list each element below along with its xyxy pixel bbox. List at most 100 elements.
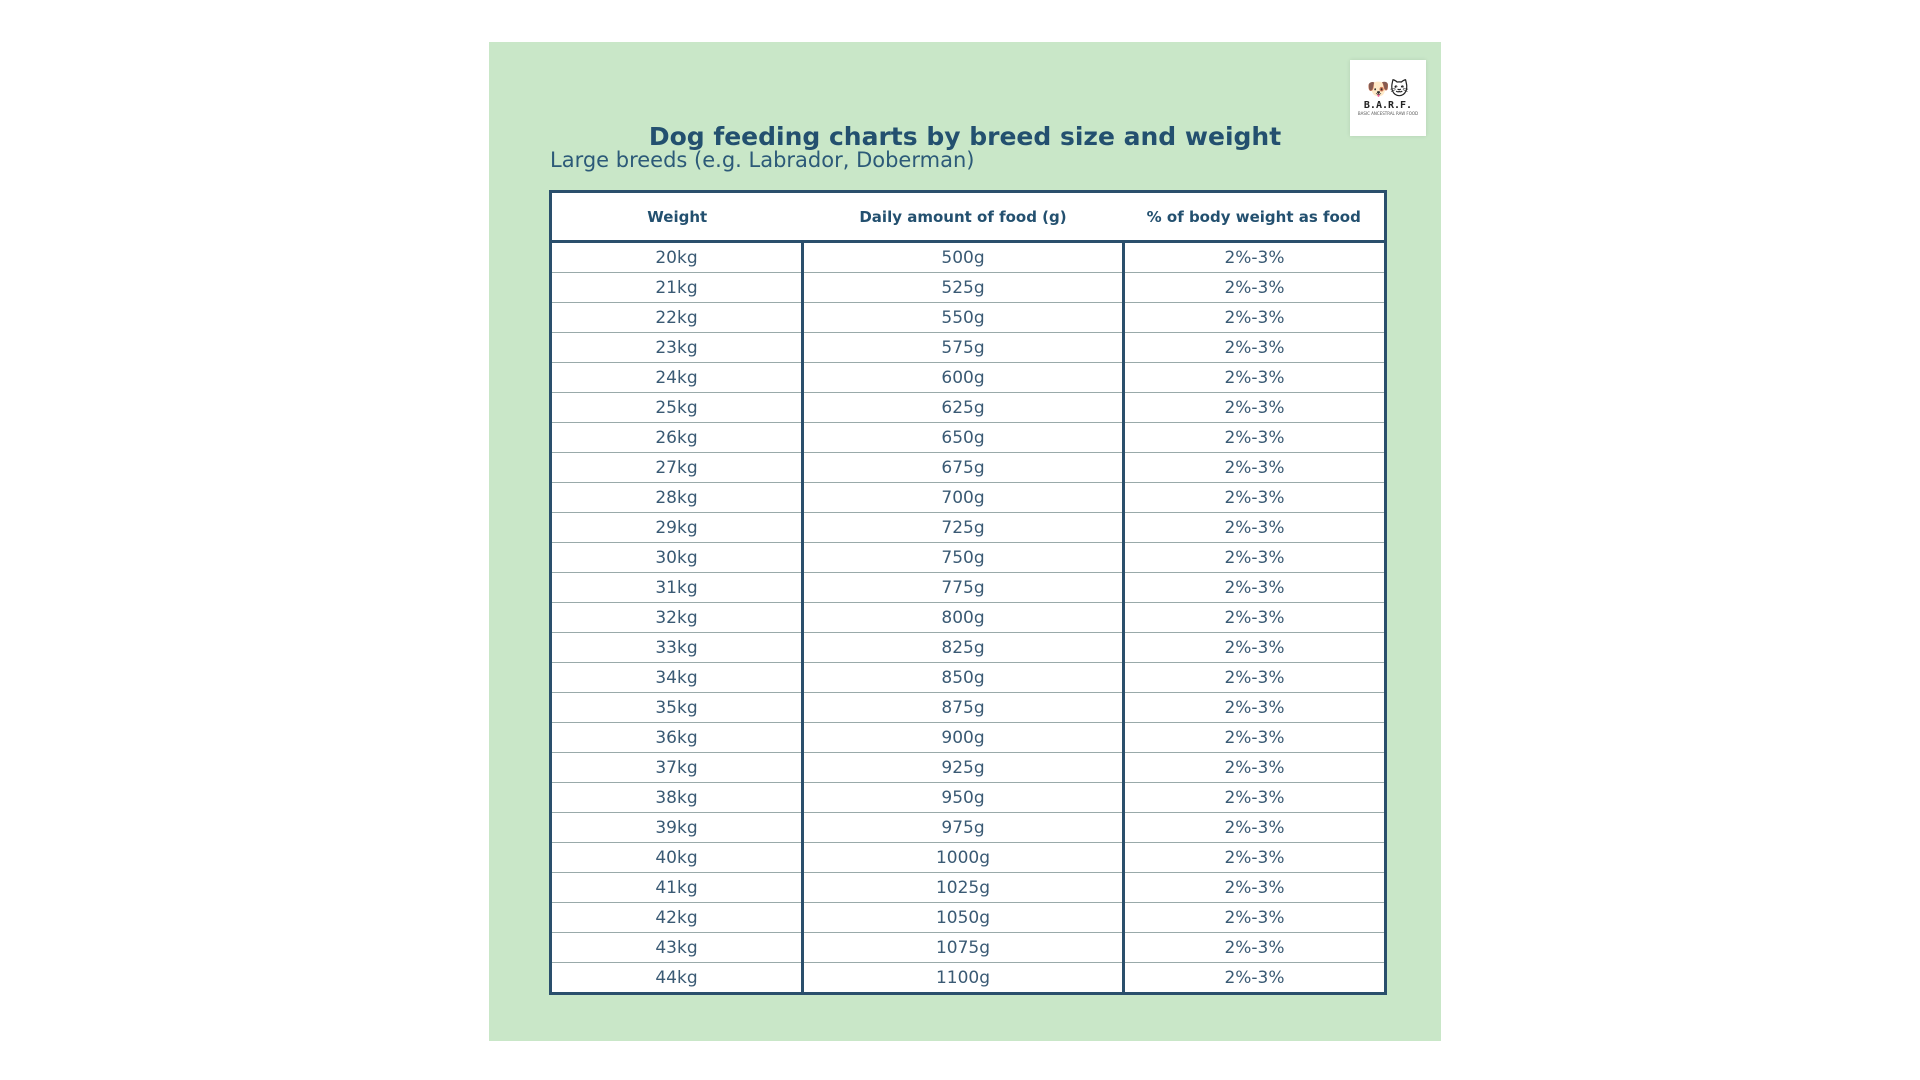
food-amount-cell: 975g [802,812,1125,843]
weight-cell: 24kg [550,362,804,393]
food-amount-cell: 875g [802,692,1125,723]
percent-cell: 2%-3% [1123,572,1386,603]
percent-cell: 2%-3% [1123,962,1386,994]
percent-cell: 2%-3% [1123,932,1386,963]
food-amount-cell: 750g [802,542,1125,573]
weight-cell: 40kg [550,842,804,873]
table-row: 43kg 1075g 2%-3% [550,932,1386,963]
table-row: 29kg 725g 2%-3% [550,512,1386,543]
table-row: 28kg 700g 2%-3% [550,482,1386,513]
food-amount-cell: 600g [802,362,1125,393]
food-amount-cell: 650g [802,422,1125,453]
food-amount-cell: 550g [802,302,1125,333]
table-row: 31kg 775g 2%-3% [550,572,1386,603]
dog-cat-logo-icon: 🐶🐱 [1367,79,1409,100]
percent-cell: 2%-3% [1123,902,1386,933]
percent-cell: 2%-3% [1123,302,1386,333]
food-amount-cell: 1075g [802,932,1125,963]
food-amount-cell: 1000g [802,842,1125,873]
section-subtitle: Large breeds (e.g. Labrador, Doberman) [550,148,975,172]
feeding-table: Weight Daily amount of food (g) % of bod… [549,190,1387,995]
food-amount-cell: 775g [802,572,1125,603]
food-amount-cell: 850g [802,662,1125,693]
table-row: 30kg 750g 2%-3% [550,542,1386,573]
feeding-chart-panel: Dog feeding charts by breed size and wei… [489,42,1441,1041]
table-row: 26kg 650g 2%-3% [550,422,1386,453]
table-row: 39kg 975g 2%-3% [550,812,1386,843]
weight-cell: 22kg [550,302,804,333]
food-amount-cell: 1025g [802,872,1125,903]
percent-cell: 2%-3% [1123,632,1386,663]
food-amount-cell: 500g [802,241,1125,273]
weight-cell: 34kg [550,662,804,693]
food-amount-cell: 725g [802,512,1125,543]
table-row: 36kg 900g 2%-3% [550,722,1386,753]
table-row: 33kg 825g 2%-3% [550,632,1386,663]
food-amount-cell: 575g [802,332,1125,363]
table-row: 41kg 1025g 2%-3% [550,872,1386,903]
table-row: 42kg 1050g 2%-3% [550,902,1386,933]
barf-logo: 🐶🐱 B.A.R.F. BASIC ANCESTRAL RAW FOOD [1350,60,1426,136]
weight-cell: 32kg [550,602,804,633]
table-row: 25kg 625g 2%-3% [550,392,1386,423]
weight-cell: 38kg [550,782,804,813]
logo-text: B.A.R.F. [1363,100,1413,111]
weight-cell: 39kg [550,812,804,843]
food-amount-cell: 950g [802,782,1125,813]
percent-cell: 2%-3% [1123,332,1386,363]
food-amount-cell: 1100g [802,962,1125,994]
table-header-row: Weight Daily amount of food (g) % of bod… [550,191,1386,243]
weight-cell: 42kg [550,902,804,933]
percent-cell: 2%-3% [1123,422,1386,453]
table-row: 20kg 500g 2%-3% [550,241,1386,273]
percent-cell: 2%-3% [1123,241,1386,273]
food-amount-cell: 925g [802,752,1125,783]
percent-cell: 2%-3% [1123,752,1386,783]
header-weight: Weight [550,191,803,243]
weight-cell: 29kg [550,512,804,543]
percent-cell: 2%-3% [1123,482,1386,513]
percent-cell: 2%-3% [1123,842,1386,873]
weight-cell: 27kg [550,452,804,483]
food-amount-cell: 900g [802,722,1125,753]
table-row: 44kg 1100g 2%-3% [550,962,1386,994]
weight-cell: 26kg [550,422,804,453]
percent-cell: 2%-3% [1123,272,1386,303]
weight-cell: 21kg [550,272,804,303]
percent-cell: 2%-3% [1123,872,1386,903]
weight-cell: 43kg [550,932,804,963]
table-row: 35kg 875g 2%-3% [550,692,1386,723]
weight-cell: 37kg [550,752,804,783]
percent-cell: 2%-3% [1123,452,1386,483]
weight-cell: 44kg [550,962,804,994]
header-daily-amount: Daily amount of food (g) [802,191,1124,243]
weight-cell: 20kg [550,241,804,273]
table-row: 34kg 850g 2%-3% [550,662,1386,693]
percent-cell: 2%-3% [1123,602,1386,633]
percent-cell: 2%-3% [1123,392,1386,423]
weight-cell: 35kg [550,692,804,723]
table-row: 24kg 600g 2%-3% [550,362,1386,393]
header-percent-body-weight: % of body weight as food [1123,191,1386,243]
percent-cell: 2%-3% [1123,722,1386,753]
percent-cell: 2%-3% [1123,662,1386,693]
table-row: 23kg 575g 2%-3% [550,332,1386,363]
table-row: 32kg 800g 2%-3% [550,602,1386,633]
weight-cell: 30kg [550,542,804,573]
percent-cell: 2%-3% [1123,782,1386,813]
weight-cell: 25kg [550,392,804,423]
food-amount-cell: 825g [802,632,1125,663]
weight-cell: 23kg [550,332,804,363]
table-row: 38kg 950g 2%-3% [550,782,1386,813]
table-row: 37kg 925g 2%-3% [550,752,1386,783]
table-row: 40kg 1000g 2%-3% [550,842,1386,873]
food-amount-cell: 675g [802,452,1125,483]
percent-cell: 2%-3% [1123,362,1386,393]
weight-cell: 28kg [550,482,804,513]
weight-cell: 31kg [550,572,804,603]
food-amount-cell: 700g [802,482,1125,513]
weight-cell: 41kg [550,872,804,903]
percent-cell: 2%-3% [1123,692,1386,723]
percent-cell: 2%-3% [1123,542,1386,573]
weight-cell: 36kg [550,722,804,753]
